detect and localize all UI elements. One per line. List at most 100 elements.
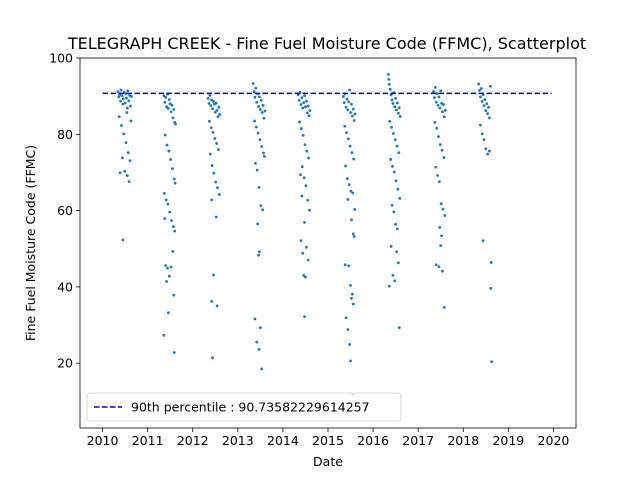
data-point: [120, 156, 124, 160]
data-point: [304, 105, 307, 109]
data-point: [353, 112, 357, 116]
data-point: [351, 191, 355, 195]
data-point: [344, 164, 347, 168]
data-point: [301, 134, 305, 137]
data-point: [252, 90, 256, 93]
data-point: [306, 198, 310, 202]
data-point: [306, 258, 310, 262]
y-tick-label: 100: [49, 51, 73, 66]
data-point: [393, 279, 397, 283]
data-point: [391, 274, 395, 277]
data-point: [388, 119, 392, 123]
data-point: [433, 85, 437, 89]
data-point: [254, 125, 258, 129]
data-point: [129, 104, 132, 108]
data-point: [299, 173, 302, 177]
data-point: [398, 114, 402, 118]
data-point: [164, 198, 168, 202]
data-point: [482, 138, 486, 142]
data-point: [214, 180, 218, 184]
data-point: [344, 316, 348, 320]
data-point: [438, 225, 442, 229]
data-point: [210, 198, 214, 202]
data-point: [169, 265, 173, 269]
data-point: [351, 232, 355, 236]
data-point: [299, 239, 303, 243]
data-point: [256, 131, 260, 135]
data-point: [440, 148, 444, 152]
data-point: [488, 84, 492, 88]
data-point: [257, 105, 260, 108]
data-point: [442, 103, 445, 106]
data-point: [263, 109, 267, 113]
data-point: [389, 93, 393, 97]
data-point: [345, 177, 349, 180]
data-point: [435, 92, 439, 95]
data-point: [441, 110, 444, 114]
x-tick-label: 2019: [492, 433, 524, 448]
data-point: [125, 106, 129, 110]
data-point: [299, 103, 303, 106]
data-point: [396, 187, 400, 191]
data-point: [350, 102, 353, 106]
data-point: [484, 109, 488, 113]
data-point: [121, 238, 125, 242]
data-point: [171, 225, 175, 229]
data-point: [308, 208, 311, 212]
data-point: [298, 120, 301, 124]
data-point: [172, 108, 176, 111]
data-point: [434, 263, 438, 267]
data-point: [297, 98, 301, 102]
data-point: [307, 114, 311, 117]
data-point: [166, 266, 169, 270]
data-point: [300, 165, 304, 169]
data-point: [130, 95, 133, 98]
data-point: [442, 115, 446, 119]
x-tick-label: 2020: [538, 433, 570, 448]
legend: 90th percentile : 90.73582229614257: [86, 392, 402, 422]
data-point: [261, 103, 265, 107]
data-point: [258, 326, 262, 330]
data-point: [351, 107, 355, 111]
data-point: [438, 143, 442, 146]
data-point: [483, 98, 487, 101]
x-tick-label: 2016: [357, 433, 389, 448]
data-point: [120, 94, 124, 98]
data-point: [303, 94, 306, 98]
data-point: [442, 306, 446, 309]
data-point: [125, 96, 128, 100]
data-point: [352, 235, 356, 238]
data-point: [488, 149, 491, 153]
data-point: [346, 198, 350, 201]
data-point: [478, 89, 481, 92]
data-point: [352, 157, 356, 161]
data-point: [116, 90, 120, 93]
data-point: [117, 115, 121, 119]
data-point: [347, 100, 351, 104]
data-point: [479, 95, 482, 99]
x-tick-label: 2013: [222, 433, 254, 448]
data-point: [217, 148, 220, 151]
data-point: [387, 73, 390, 76]
data-point: [211, 130, 215, 134]
data-point: [215, 108, 219, 112]
data-point: [392, 170, 396, 174]
data-point: [304, 245, 308, 249]
data-point: [262, 116, 266, 120]
data-point: [387, 77, 391, 81]
data-point: [214, 215, 218, 219]
data-point: [125, 111, 129, 114]
data-point: [437, 95, 441, 99]
data-point: [257, 253, 260, 257]
data-point: [443, 108, 447, 112]
data-point: [489, 261, 493, 264]
data-point: [165, 280, 168, 283]
data-point: [350, 296, 353, 300]
data-point: [488, 116, 491, 120]
data-point: [164, 264, 168, 267]
data-point: [126, 89, 130, 93]
data-point: [166, 202, 170, 206]
data-point: [487, 105, 490, 109]
data-point: [124, 92, 127, 95]
